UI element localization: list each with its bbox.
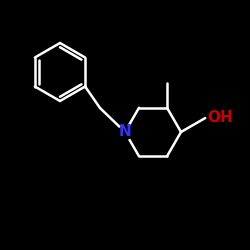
Text: OH: OH: [207, 110, 233, 126]
Text: N: N: [119, 124, 132, 140]
